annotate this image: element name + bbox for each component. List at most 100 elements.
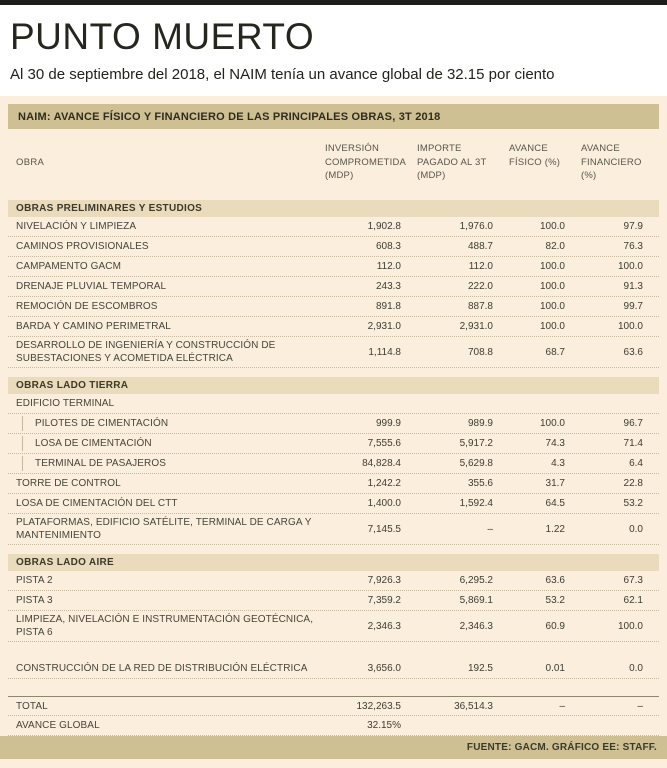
- row-value: 100.0: [539, 221, 565, 233]
- row-value: 488.7: [467, 241, 493, 253]
- row-value: 84,828.4: [362, 458, 401, 470]
- section-header-label: OBRAS LADO TIERRA: [16, 380, 129, 392]
- source-credit: FUENTE: GACM. GRÁFICO EE: STAFF.: [0, 736, 667, 760]
- row-value: 1.22: [545, 523, 565, 535]
- row-value: –: [637, 700, 643, 712]
- row-value: 7,145.5: [367, 523, 401, 535]
- row-value: 222.0: [467, 281, 493, 293]
- row-value: 64.5: [545, 498, 565, 510]
- column-header-avance-fisico: AVANCE FÍSICO (%): [509, 142, 561, 168]
- row-value: 97.9: [623, 221, 643, 233]
- row-value: 989.9: [467, 418, 493, 430]
- row-label: PISTA 2: [16, 575, 53, 587]
- table-title-band: NAIM: AVANCE FÍSICO Y FINANCIERO DE LAS …: [8, 103, 659, 129]
- table-row: TERMINAL DE PASAJEROS 84,828.4 5,629.8 4.3 6…: [8, 454, 659, 475]
- table-row: PISTA 3 7,359.2 5,869.1 53.2 62.1: [8, 591, 659, 612]
- row-value: 6.4: [629, 458, 643, 470]
- row-value: 68.7: [545, 346, 565, 358]
- row-value: 1,902.8: [367, 221, 401, 233]
- table-row: REMOCIÓN DE ESCOMBROS 891.8 887.8 100.0 99.7: [8, 297, 659, 318]
- row-value: 112.0: [468, 261, 493, 273]
- row-label: EDIFICIO TERMINAL: [16, 398, 115, 410]
- row-value: 3,656.0: [367, 663, 401, 675]
- row-label: PISTA 3: [16, 595, 53, 607]
- row-value: 5,917.2: [459, 438, 493, 450]
- row-label: LOSA DE CIMENTACIÓN DEL CTT: [16, 498, 178, 510]
- table-row: BARDA Y CAMINO PERIMETRAL 2,931.0 2,931.0 1…: [8, 317, 659, 338]
- row-value: 608.3: [375, 241, 401, 253]
- row-value: 112.0: [376, 261, 401, 273]
- row-value: 100.0: [617, 620, 643, 632]
- row-value: 5,869.1: [459, 595, 493, 607]
- row-label: CONSTRUCCIÓN DE LA RED DE DISTRIBUCIÓN E…: [16, 663, 308, 675]
- row-value: 132,263.5: [356, 700, 402, 712]
- row-value: 1,114.8: [368, 346, 401, 358]
- section-header: OBRAS LADO TIERRA: [8, 377, 659, 395]
- table-row: CAMINOS PROVISIONALES 608.3 488.7 82.0 76.3: [8, 237, 659, 258]
- row-value: 76.3: [623, 241, 643, 253]
- row-label: DRENAJE PLUVIAL TEMPORAL: [16, 281, 167, 293]
- row-label: NIVELACIÓN Y LIMPIEZA: [16, 221, 137, 233]
- row-value: 1,242.2: [367, 478, 401, 490]
- row-label: PLATAFORMAS, EDIFICIO SATÉLITE, TERMINAL…: [16, 517, 312, 542]
- table-row: CONSTRUCCIÓN DE LA RED DE DISTRIBUCIÓN E…: [8, 659, 659, 680]
- row-value: 74.3: [545, 438, 565, 450]
- row-label: LOSA DE CIMENTACIÓN: [22, 436, 325, 452]
- table-board: NAIM: AVANCE FÍSICO Y FINANCIERO DE LAS …: [0, 95, 667, 768]
- table-row: DRENAJE PLUVIAL TEMPORAL 243.3 222.0 100.0 9…: [8, 277, 659, 298]
- row-value: 1,400.0: [367, 498, 401, 510]
- table-body: OBRAS PRELIMINARES Y ESTUDIOS NIVELACIÓN …: [8, 191, 659, 737]
- row-value: 1,592.4: [459, 498, 493, 510]
- row-value: 53.2: [623, 498, 643, 510]
- table-column-headers: OBRA INVERSIÓN COMPROMETIDA (MDP) IMPORT…: [8, 129, 659, 191]
- section-header: OBRAS LADO AIRE: [8, 554, 659, 572]
- masthead: PUNTO MUERTO Al 30 de septiembre del 201…: [0, 5, 667, 96]
- row-value: 192.5: [467, 663, 493, 675]
- row-value: –: [487, 523, 493, 535]
- row-label: LIMPIEZA, NIVELACIÓN E INSTRUMENTACIÓN G…: [16, 614, 314, 639]
- row-value: 708.8: [467, 346, 493, 358]
- column-header-obra: OBRA: [16, 156, 45, 168]
- section-header: OBRAS PRELIMINARES Y ESTUDIOS: [8, 200, 659, 218]
- page-subtitle: Al 30 de septiembre del 2018, el NAIM te…: [10, 65, 555, 83]
- row-value: 60.9: [545, 620, 565, 632]
- table-row: TORRE DE CONTROL 1,242.2 355.6 31.7 22.8: [8, 474, 659, 495]
- row-label: TOTAL: [16, 700, 48, 712]
- table-row: PISTA 2 7,926.3 6,295.2 63.6 67.3: [8, 571, 659, 592]
- row-value: 100.0: [539, 418, 565, 430]
- row-value: 7,555.6: [367, 438, 401, 450]
- table-row: LIMPIEZA, NIVELACIÓN E INSTRUMENTACIÓN G…: [8, 611, 659, 643]
- row-value: 243.3: [375, 281, 401, 293]
- row-value: 2,346.3: [459, 620, 493, 632]
- row-value: 100.0: [539, 301, 565, 313]
- row-value: 36,514.3: [454, 700, 493, 712]
- section-header-label: OBRAS PRELIMINARES Y ESTUDIOS: [16, 203, 203, 215]
- spacer-row: [8, 642, 659, 659]
- row-label: PILOTES DE CIMENTACIÓN: [22, 416, 325, 432]
- row-value: 2,931.0: [367, 321, 401, 333]
- row-value: 22.8: [623, 478, 643, 490]
- column-header-avance-financiero: AVANCE FINANCIERO (%): [581, 142, 642, 182]
- row-value: 1,976.0: [459, 221, 493, 233]
- table-row: PLATAFORMAS, EDIFICIO SATÉLITE, TERMINAL…: [8, 514, 659, 546]
- row-value: 91.3: [623, 281, 643, 293]
- row-value: 100.0: [539, 281, 565, 293]
- row-label: TORRE DE CONTROL: [16, 478, 121, 490]
- row-value: 2,931.0: [459, 321, 493, 333]
- table-row: LOSA DE CIMENTACIÓN 7,555.6 5,917.2 74.3 71.…: [8, 434, 659, 455]
- row-value: 4.3: [551, 458, 565, 470]
- row-value: 355.6: [467, 478, 493, 490]
- row-value: 63.6: [545, 575, 565, 587]
- row-value: 99.7: [623, 301, 643, 313]
- row-value: 100.0: [539, 321, 565, 333]
- total-row: AVANCE GLOBAL 32.15%: [8, 716, 659, 737]
- row-value: –: [559, 700, 565, 712]
- spacer-row: [8, 679, 659, 696]
- table-row: DESARROLLO DE INGENIERÍA Y CONSTRUCCIÓN …: [8, 337, 659, 369]
- row-value: 53.2: [545, 595, 565, 607]
- row-value: 891.8: [375, 301, 401, 313]
- row-value: 0.0: [629, 523, 643, 535]
- table-row: NIVELACIÓN Y LIMPIEZA 1,902.8 1,976.0 100.0…: [8, 217, 659, 238]
- row-value: 82.0: [545, 241, 565, 253]
- row-value: 71.4: [623, 438, 643, 450]
